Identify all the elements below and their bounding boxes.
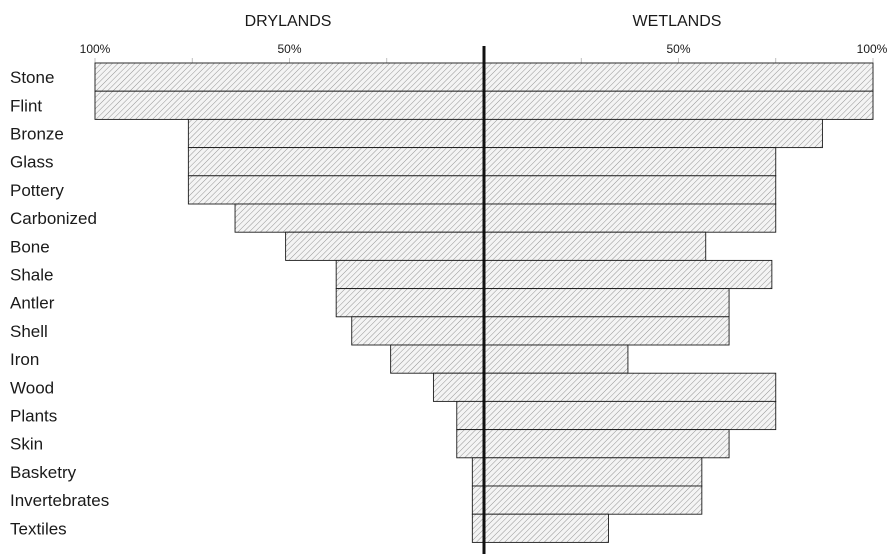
- bar-drylands: [187, 118, 485, 149]
- category-label: Plants: [10, 407, 57, 426]
- tick-label-right: 50%: [666, 42, 690, 56]
- bar-wetlands: [483, 259, 773, 290]
- category-label: Basketry: [10, 463, 77, 482]
- bar-drylands: [456, 400, 485, 431]
- bar-wetlands: [483, 118, 823, 149]
- bar-drylands: [390, 344, 485, 374]
- bar-wetlands: [483, 231, 707, 261]
- category-label: Flint: [10, 96, 42, 115]
- bar-drylands: [471, 457, 485, 487]
- category-label: Pottery: [10, 181, 64, 200]
- category-label: Skin: [10, 435, 43, 454]
- bar-wetlands: [483, 203, 777, 233]
- bar-wetlands: [483, 400, 777, 431]
- tick-label-left: 50%: [277, 42, 301, 56]
- bar-drylands: [94, 90, 485, 120]
- category-label: Textiles: [10, 519, 67, 538]
- bar-wetlands: [483, 485, 703, 515]
- category-label: Stone: [10, 68, 54, 87]
- category-label: Carbonized: [10, 209, 97, 228]
- bar-wetlands: [483, 175, 777, 205]
- bar-wetlands: [483, 429, 730, 459]
- bar-drylands: [187, 147, 485, 177]
- bar-wetlands: [483, 344, 629, 374]
- left-heading: DRYLANDS: [245, 13, 332, 30]
- bar-drylands: [285, 231, 485, 261]
- bar-drylands: [335, 288, 485, 318]
- bar-drylands: [471, 513, 485, 543]
- category-label: Glass: [10, 153, 53, 172]
- bar-wetlands: [483, 62, 874, 92]
- category-labels: Stone Flint Bronze Glass Pottery Carbonized Bo…: [10, 68, 109, 538]
- category-label: Bronze: [10, 125, 64, 144]
- bar-wetlands: [483, 457, 703, 487]
- bar-wetlands: [483, 513, 609, 543]
- bar-drylands: [432, 372, 485, 402]
- category-label: Wood: [10, 378, 54, 397]
- category-label: Bone: [10, 237, 50, 256]
- category-label: Shell: [10, 322, 48, 341]
- tick-label-right: 100%: [857, 42, 888, 56]
- tick-labels: 100% 50% 50% 100%: [80, 42, 888, 56]
- right-heading: WETLANDS: [633, 13, 722, 30]
- category-label: Iron: [10, 350, 39, 369]
- category-label: Antler: [10, 294, 55, 313]
- bars: [94, 62, 874, 543]
- bar-drylands: [234, 203, 485, 233]
- bar-drylands: [187, 175, 485, 205]
- bar-wetlands: [483, 372, 777, 402]
- bar-wetlands: [483, 90, 874, 120]
- bar-wetlands: [483, 316, 730, 346]
- bar-drylands: [351, 316, 485, 346]
- bar-drylands: [471, 485, 485, 515]
- bar-drylands: [456, 429, 485, 459]
- tick-label-left: 100%: [80, 42, 111, 56]
- bar-wetlands: [483, 288, 730, 318]
- category-label: Invertebrates: [10, 491, 109, 510]
- bar-wetlands: [483, 147, 777, 177]
- category-label: Shale: [10, 266, 53, 285]
- bar-drylands: [335, 259, 485, 290]
- bar-drylands: [94, 62, 485, 92]
